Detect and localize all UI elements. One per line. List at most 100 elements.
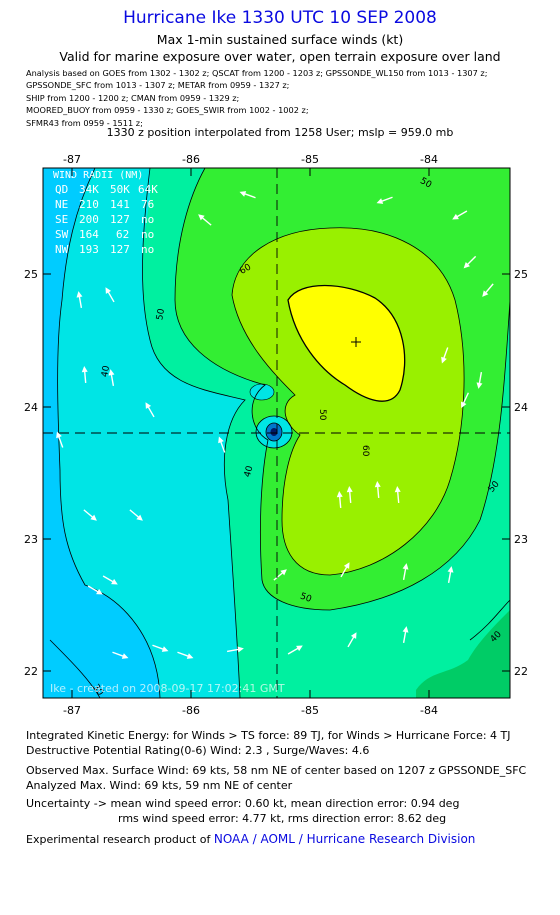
wind-arrow-icon [452, 210, 468, 220]
hrd-link[interactable]: NOAA / AOML / Hurricane Research Divisio… [213, 832, 476, 846]
wind-arrow-icon [482, 283, 494, 297]
wind-radii-quadrant: SW [55, 228, 69, 241]
plot-frame [42, 167, 511, 699]
wind-arrow-icon [76, 291, 83, 309]
lat-tick-labels: 25 24 23 22 25 24 23 22 [24, 268, 528, 678]
wind-radii-50k: 127 [110, 243, 130, 256]
lon-label-bottom: -84 [420, 704, 438, 715]
analyzed-max-wind: Analyzed Max. Wind: 69 kts, 59 nm NE of … [26, 779, 293, 792]
product-credit: Experimental research product of NOAA / … [26, 832, 475, 846]
wind-arrow-icon [441, 347, 449, 364]
wind-arrow-icon [461, 392, 470, 409]
lon-label-bottom: -87 [63, 704, 81, 715]
analysis-line: SFMR43 from 0959 - 1511 z; [26, 117, 143, 128]
wind-field: 50 40 60 50 60 40 50 50 50 40 30 WIND RA… [43, 168, 510, 698]
contour-label: 50 [155, 308, 167, 321]
analysis-line: SHIP from 1200 - 1200 z; CMAN from 0959 … [26, 92, 240, 103]
wind-radii-header-64k: 64K [138, 183, 158, 196]
wind-radii-34k: 210 [79, 198, 99, 211]
wind-region-above-64 [288, 285, 405, 402]
wind-radii-50k: 62 [116, 228, 129, 241]
wind-radii-50k: 141 [110, 198, 130, 211]
wind-arrow-icon [102, 575, 118, 585]
wind-arrow-icon [198, 214, 212, 226]
lat-label-right: 25 [514, 268, 528, 281]
wind-cell-left [249, 383, 275, 401]
contour-label: 40 [243, 464, 256, 478]
uncertainty-mean: Uncertainty -> mean wind speed error: 0.… [26, 797, 460, 810]
wind-radii-64k: no [141, 228, 154, 241]
wind-arrow-icon [152, 644, 169, 652]
wind-radii-header-50k: 50K [110, 183, 130, 196]
lat-label-left: 23 [24, 533, 38, 546]
wind-arrow-icon [273, 569, 287, 581]
wind-radii-64k: no [141, 213, 154, 226]
wind-arrow-icon [402, 626, 409, 644]
wind-arrow-icon [83, 509, 97, 521]
wind-arrow-icon [346, 486, 353, 504]
wind-radii-table: WIND RADII (NM) QD 34K 50K 64K NE 210 14… [53, 170, 158, 256]
observed-max-wind: Observed Max. Surface Wind: 69 kts, 58 n… [26, 764, 527, 777]
wind-arrow-icon [81, 366, 88, 384]
wind-radii-34k: 200 [79, 213, 99, 226]
wind-radii-64k: 76 [141, 198, 154, 211]
wind-radii-quadrant: NW [55, 243, 69, 256]
analysis-sources: Analysis based on GOES from 1302 - 1302 … [26, 67, 488, 129]
wind-arrow-icon [112, 651, 129, 659]
watermark: Ike - created on 2008-09-17 17:02:41 GMT [50, 682, 285, 695]
wind-arrow-icon [447, 566, 454, 584]
max-wind-marker [351, 337, 361, 347]
lon-label-top: -85 [301, 153, 319, 166]
wind-region-60-64 [232, 227, 465, 575]
lat-label-right: 23 [514, 533, 528, 546]
lon-tick-labels: -87 -86 -85 -84 -87 -86 -85 -84 [63, 153, 438, 715]
wind-region-land [416, 610, 510, 698]
contour-lines [49, 168, 510, 698]
product-credit-prefix: Experimental research product of [26, 833, 214, 846]
lon-label-bottom: -86 [182, 704, 200, 715]
wind-arrow-icon [239, 191, 256, 199]
contour-label: 40 [100, 365, 112, 378]
wind-field-map: 50 40 60 50 60 40 50 50 50 40 30 WIND RA… [24, 153, 528, 715]
wind-radii-50k: 127 [110, 213, 130, 226]
ike-summary: Integrated Kinetic Energy: for Winds > T… [26, 729, 511, 742]
destructive-potential: Destructive Potential Rating(0-6) Wind: … [26, 744, 370, 757]
wind-arrow-icon [145, 402, 155, 418]
wind-radii-header-34k: 34K [79, 183, 99, 196]
uncertainty-rms: rms wind speed error: 4.77 kt, rms direc… [118, 812, 447, 825]
analysis-line: Analysis based on GOES from 1302 - 1302 … [26, 68, 488, 78]
analysis-line: GPSSONDE_SFC from 1013 - 1307 z; METAR f… [26, 80, 290, 91]
wind-arrow-icon [476, 371, 483, 389]
lat-label-right: 22 [514, 665, 528, 678]
lat-label-left: 22 [24, 665, 38, 678]
analysis-line: MOORED_BUOY from 0959 - 1330 z; GOES_SWI… [26, 105, 309, 116]
lon-label-bottom: -85 [301, 704, 319, 715]
wind-arrow-icon [56, 431, 64, 448]
wind-radii-quadrant: SE [55, 213, 68, 226]
wind-radii-quadrant: NE [55, 198, 68, 211]
wind-radii-34k: 164 [79, 228, 99, 241]
wind-arrow-icon [376, 196, 393, 204]
lat-label-right: 24 [514, 401, 528, 414]
wind-arrow-icon [336, 491, 343, 509]
wind-arrow-icon [340, 562, 350, 578]
axis-ticks [43, 168, 510, 698]
lon-label-top: -87 [63, 153, 81, 166]
validity-note: Valid for marine exposure over water, op… [59, 49, 501, 64]
contour-label: 50 [299, 592, 313, 605]
lat-label-left: 24 [24, 401, 38, 414]
wind-arrow-icon [218, 436, 226, 453]
wind-arrow-icon [87, 585, 103, 595]
wind-arrow-icon [108, 369, 115, 387]
eye-core [270, 428, 278, 436]
wind-arrow-icon [402, 563, 409, 581]
wind-radii-34k: 193 [79, 243, 99, 256]
lon-label-top: -86 [182, 153, 200, 166]
wind-arrow-icon [287, 645, 303, 655]
map-title: Hurricane Ike 1330 UTC 10 SEP 2008 [123, 8, 437, 28]
wind-radii-64k: no [141, 243, 154, 256]
wind-arrow-icon [347, 632, 357, 648]
lon-label-top: -84 [420, 153, 438, 166]
contour-label: 50 [317, 409, 327, 421]
position-note: 1330 z position interpolated from 1258 U… [106, 126, 454, 139]
